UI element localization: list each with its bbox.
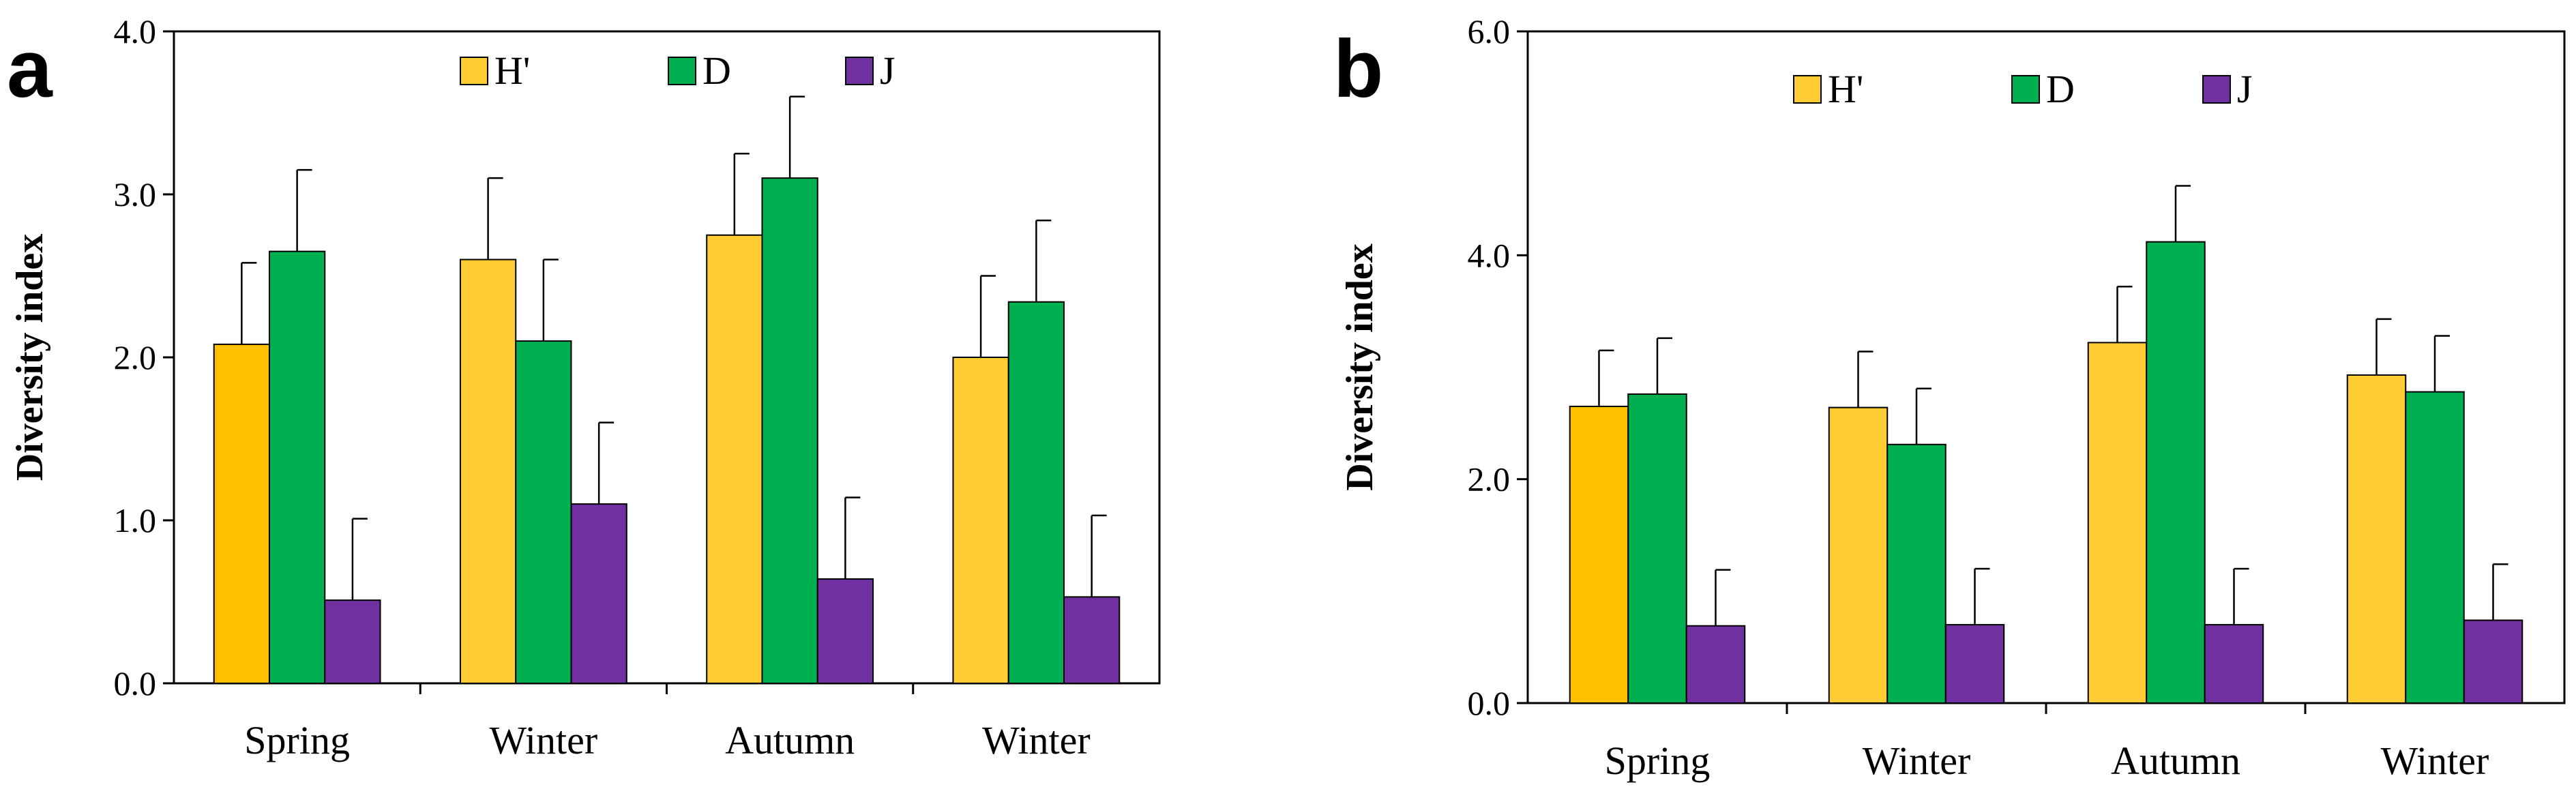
legend-swatch	[460, 57, 488, 85]
bar-hprime-spring	[1569, 405, 1629, 704]
legend-swatch	[845, 57, 874, 85]
bar-j-autumn	[816, 578, 874, 684]
x-category-label: Autumn	[2111, 739, 2240, 783]
chart-panel-a: a Diversity index 0.0 1.0 2.0 3.0 4.0 Spring Win…	[7, 12, 1161, 762]
legend-label: H'	[1828, 67, 1863, 111]
y-tick-label: 3.0	[114, 175, 157, 213]
x-category-label: Spring	[1605, 739, 1711, 783]
legend-swatch	[2202, 75, 2231, 104]
x-category-label: Winter	[982, 718, 1091, 762]
legend-label: H'	[494, 48, 530, 93]
bar-d-winter	[1886, 443, 1946, 704]
y-tick-label: 4.0	[1468, 236, 1511, 274]
chart-panel-b: b Diversity index 0.0 2.0 4.0 6.0 Spring Winter…	[1333, 12, 2566, 783]
bar-hprime-autumn	[706, 234, 763, 684]
bar-d-autumn	[761, 177, 818, 685]
y-tick-label: 0.0	[1468, 684, 1511, 722]
bar-j-autumn	[2204, 624, 2264, 704]
y-tick-label: 6.0	[1468, 12, 1511, 50]
bar-j-spring	[1685, 625, 1746, 704]
bar-hprime-winter	[952, 357, 1009, 684]
bar-j-spring	[324, 599, 381, 684]
legend-swatch	[2011, 75, 2040, 104]
y-tick-label: 2.0	[114, 338, 157, 376]
legend-label: D	[2046, 67, 2075, 111]
legend-label: J	[880, 48, 895, 93]
y-tick-label: 2.0	[1468, 460, 1511, 498]
bar-j-winter	[570, 503, 627, 684]
bar-d-spring	[268, 250, 326, 684]
y-tick-label: 1.0	[114, 501, 157, 539]
y-axis-label: Diversity index	[9, 234, 51, 481]
x-category-label: Autumn	[725, 718, 855, 762]
x-category-label: Winter	[2381, 739, 2489, 783]
bar-d-autumn	[2146, 241, 2206, 704]
bar-d-winter	[1007, 301, 1065, 684]
legend-swatch	[1793, 75, 1822, 104]
bar-hprime-winter	[2346, 374, 2407, 704]
x-category-label: Winter	[490, 718, 598, 762]
x-category-label: Winter	[1863, 739, 1971, 783]
y-tick-label: 4.0	[114, 12, 157, 50]
bar-d-winter	[2405, 391, 2465, 704]
legend-label: J	[2237, 67, 2253, 111]
legend-label: D	[702, 48, 731, 93]
bar-j-winter	[1944, 624, 2005, 704]
bar-d-spring	[1627, 393, 1687, 704]
bar-hprime-winter	[1828, 406, 1889, 704]
bar-j-winter	[1063, 596, 1121, 685]
bar-j-winter	[2463, 619, 2523, 704]
bar-hprime-spring	[213, 343, 270, 684]
y-axis-label: Diversity index	[1339, 243, 1381, 490]
bar-hprime-autumn	[2087, 342, 2148, 704]
panel-label: b	[1333, 23, 1383, 115]
y-tick-label: 0.0	[114, 664, 157, 702]
bar-hprime-winter	[459, 258, 517, 685]
x-category-label: Spring	[244, 718, 350, 762]
legend-swatch	[668, 57, 696, 85]
panel-label: a	[7, 23, 53, 115]
bar-d-winter	[515, 340, 572, 684]
